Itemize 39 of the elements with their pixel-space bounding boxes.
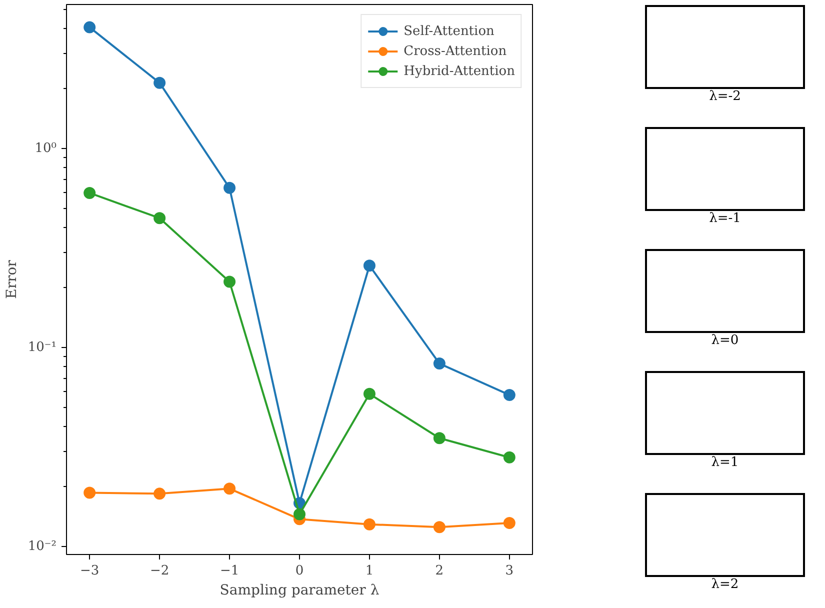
x-axis-title: Sampling parameter λ — [220, 582, 380, 598]
point — [224, 276, 236, 288]
point — [503, 451, 516, 464]
point — [433, 358, 446, 370]
point — [224, 482, 236, 495]
y-tick-label: 10⁰ — [34, 141, 57, 156]
point — [503, 517, 516, 530]
y-tick-label: 10⁻² — [28, 538, 57, 554]
point — [84, 21, 96, 34]
point — [154, 76, 166, 89]
text: λ=1 — [710, 455, 740, 470]
point — [503, 388, 516, 401]
point — [363, 518, 376, 530]
y-axis-title: Error — [4, 260, 20, 299]
x-tick-label: 2 — [435, 564, 444, 578]
text: λ=0 — [710, 333, 740, 348]
text: λ=2 — [710, 577, 740, 592]
x-tick-label: −3 — [80, 564, 100, 578]
legend-label: Self-Attention — [404, 24, 494, 38]
legend-label: Hybrid-Attention — [404, 64, 515, 78]
point — [154, 212, 166, 224]
point — [154, 488, 166, 500]
x-tick-label: 1 — [365, 564, 374, 578]
text: λ=-1 — [708, 211, 742, 226]
point — [84, 486, 96, 499]
y-tick-label: 10⁻¹ — [28, 340, 57, 355]
point — [224, 182, 236, 194]
point — [84, 186, 96, 199]
point — [363, 388, 376, 400]
x-tick-label: −1 — [220, 564, 240, 578]
point — [433, 432, 446, 444]
x-tick-label: 0 — [295, 564, 304, 578]
x-tick-label: −2 — [150, 564, 170, 578]
point — [363, 260, 376, 272]
point — [294, 508, 306, 520]
x-tick-label: 3 — [505, 564, 514, 578]
text: λ=-2 — [708, 89, 742, 104]
legend-label: Cross-Attention — [404, 44, 507, 58]
point — [433, 521, 446, 534]
